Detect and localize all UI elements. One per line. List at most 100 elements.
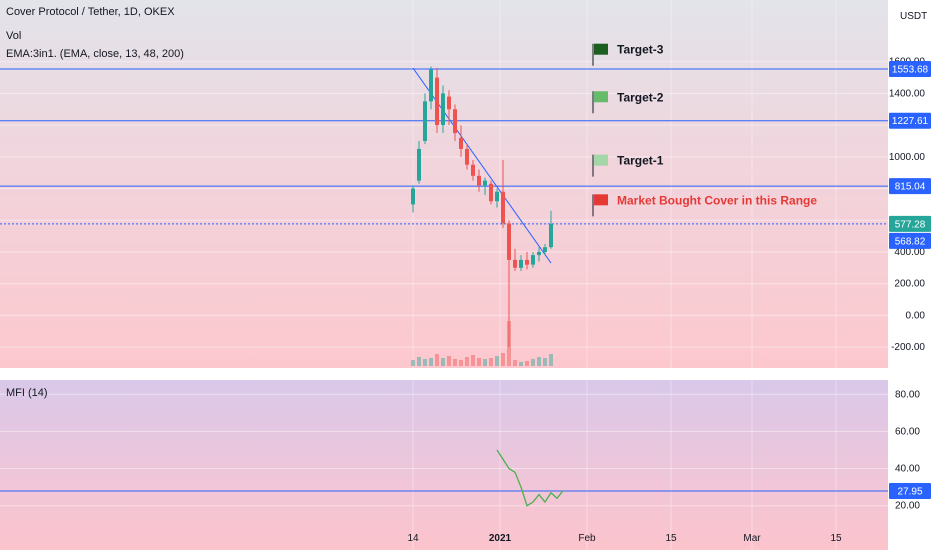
volume-bar [495,356,499,366]
volume-bar [501,353,505,366]
mfi-tick-label: 80.00 [895,389,920,400]
time-tick-label: 15 [830,533,842,544]
time-axis: 14 2021 Feb 15 Mar 15 [407,533,842,544]
candle-body [483,180,487,186]
level-price-tag-box [889,112,931,129]
candle-body [447,96,451,110]
price-tick-label: 1400.00 [889,88,926,99]
current-price-tag-box [889,215,931,232]
volume-bar [429,358,433,366]
targets: Target-3 Target-2 Target-1 Market Bought Co… [592,43,817,217]
candle-body [471,164,475,176]
time-tick-label: 15 [665,533,677,544]
mfi-level-tag-text: 27.95 [897,486,922,497]
candle-body [465,148,469,165]
time-tick-label: 2021 [489,533,512,544]
candle-body [429,69,433,102]
target-label: Market Bought Cover in this Range [617,193,817,207]
candle-body [459,137,463,149]
volume-bar [543,358,547,366]
candle-body [453,109,457,134]
candle-body [477,175,481,186]
volume-bar [513,360,517,366]
chart-title: Cover Protocol / Tether, 1D, OKEX [6,6,175,18]
time-tick-label: 14 [407,533,419,544]
price-tick-label: -200.00 [891,342,925,353]
volume-bar [483,359,487,366]
mfi-level-tag-box [889,482,931,499]
volume-bar [531,359,535,366]
time-tick-label: Mar [743,533,761,544]
candle-body [411,188,415,205]
ema-indicator-label: EMA:3in1. (EMA, close, 13, 48, 200) [6,48,184,60]
volume-bar [441,358,445,366]
price-axis-background [888,0,932,550]
price-tick-label: 400.00 [894,247,925,258]
time-tick-label: Feb [578,533,596,544]
level-price-tag-box [889,61,931,78]
vol-indicator-label: Vol [6,30,22,42]
target-label: Target-1 [617,154,664,168]
volume-bar [489,358,493,366]
candle-body [489,183,493,202]
target-flag-icon [594,154,608,166]
candle-body [423,101,427,141]
volume-bar [411,360,415,366]
candle-body [495,191,499,202]
volume-bar [525,361,529,366]
price-tick-label: 0.00 [906,310,926,321]
candle-body [501,191,505,224]
mfi-tick-label: 40.00 [895,464,920,475]
level-price-tag-text: 1227.61 [892,116,929,127]
volume-bar [465,357,469,366]
mfi-tick-label: 20.00 [895,501,920,512]
price-axis: 1600.001400.001200.001000.00800.00600.00… [889,57,931,512]
level-price-tag-box [889,178,931,195]
candle-body [519,259,523,268]
volume-bar [453,359,457,366]
volume-bar [471,355,475,366]
volume-bar [549,354,553,366]
candle-body [441,93,445,126]
volume-bar [447,356,451,366]
horizontal-levels [0,68,888,225]
mfi-series-line [496,449,564,507]
mfi-tick-label: 60.00 [895,426,920,437]
grid [0,0,888,550]
candle-body [543,247,547,252]
price-tick-label: 1000.00 [889,152,926,163]
volume-bar [519,362,523,366]
target-flag-icon [594,91,608,103]
target-label: Target-2 [617,90,664,104]
volume-bar [435,354,439,366]
target-label: Target-3 [617,43,664,57]
mfi-indicator-label: MFI (14) [6,387,48,399]
level-price-tag-text: 815.04 [895,182,926,193]
candle-body [435,77,439,126]
volume-bar [477,358,481,366]
target-flag-icon [594,194,608,206]
main-pane-background [0,0,888,368]
currency-label: USDT [900,11,928,22]
price-tick-label: 200.00 [894,279,925,290]
pane-separator [0,368,888,380]
volume-bar [537,357,541,366]
candle-body [537,251,541,256]
mfi-pane-background [0,380,888,550]
volume-bar [459,360,463,366]
candle-body [513,259,517,268]
current-price-tag-text: 577.28 [895,219,926,230]
candle-body [549,223,553,248]
candle-body [507,223,511,260]
candle-body [531,255,535,265]
level-price-tag-text: 1553.68 [892,65,929,76]
target-flag-icon [594,43,608,55]
mfi-line [0,449,888,507]
candles [411,66,553,348]
secondary-price-tag-text: 568.82 [895,236,926,247]
volume-bar [417,357,421,366]
volume-bar [423,359,427,366]
candle-body [417,148,421,181]
